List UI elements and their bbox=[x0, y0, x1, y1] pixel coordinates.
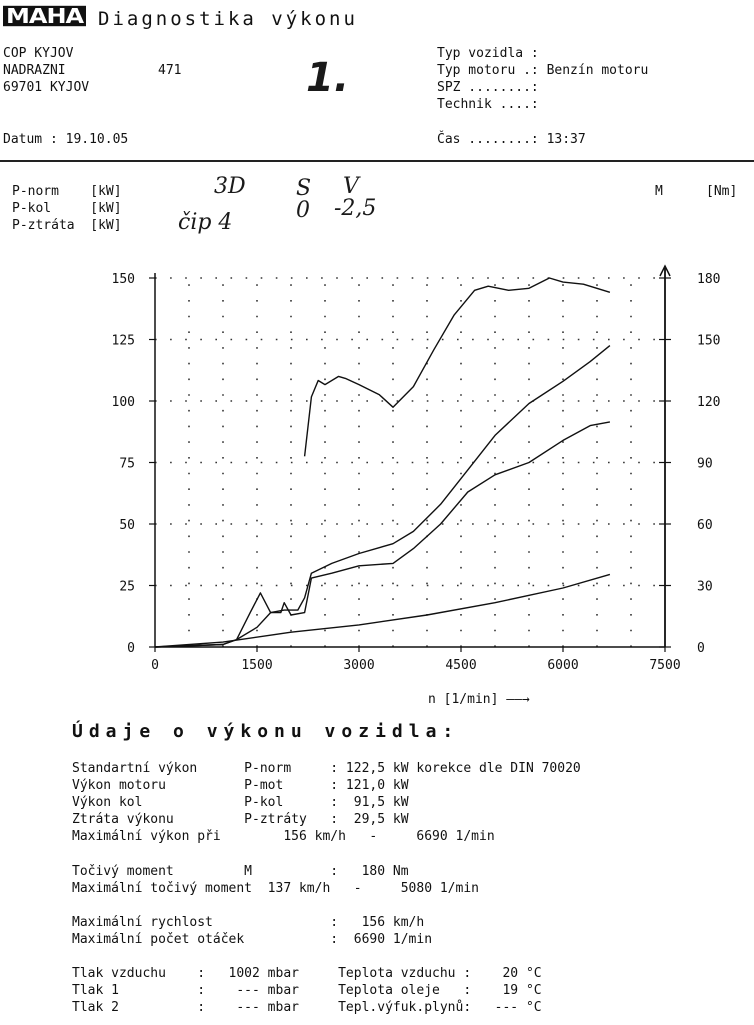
date-field: Datum : 19.10.05 bbox=[3, 132, 129, 147]
y-axis-right-arrow bbox=[659, 264, 671, 277]
handwritten-note-s: S bbox=[296, 176, 312, 201]
legend-torque-symbol: M bbox=[655, 184, 663, 199]
chart-axes bbox=[154, 264, 671, 648]
handwritten-note-v: V bbox=[343, 174, 359, 199]
technician-field: Technik ....: bbox=[437, 97, 539, 112]
y-right-tick-label: 180 bbox=[697, 272, 720, 287]
y-right-tick-label: 30 bbox=[697, 580, 713, 595]
chart-series bbox=[154, 277, 611, 648]
y-left-tick-label: 125 bbox=[112, 334, 135, 349]
perf-row-pressure-1: Tlak 1 : --- mbar Teplota oleje : 19 °C bbox=[72, 983, 542, 998]
perf-row-max-rpm: Maximální počet otáček : 6690 1/min bbox=[72, 932, 433, 947]
handwritten-note-zero: 0 bbox=[296, 198, 310, 223]
y-left-tick-label: 100 bbox=[112, 395, 135, 410]
x-axis-label: n [1/min] ——→ bbox=[428, 692, 530, 707]
address-line-1: COP KYJOV bbox=[3, 46, 74, 61]
engine-type-field: Typ motoru .: Benzín motoru bbox=[437, 63, 649, 78]
legend-p-ztrata: P-ztráta [kW] bbox=[12, 218, 122, 233]
perf-row-max-speed: Maximální rychlost : 156 km/h bbox=[72, 915, 425, 930]
x-tick-label: 6000 bbox=[547, 658, 578, 673]
perf-row-max-torque: Maximální točivý moment 137 km/h - 5080 … bbox=[72, 881, 479, 896]
legend-torque-unit: [Nm] bbox=[706, 184, 738, 199]
address-line-3: 69701 KYJOV bbox=[3, 80, 90, 95]
y-left-tick-label: 0 bbox=[127, 641, 135, 656]
handwritten-note-3d: 3D bbox=[214, 174, 246, 199]
x-tick-label: 7500 bbox=[649, 658, 680, 673]
perf-row-max-power-at: Maximální výkon při 156 km/h - 6690 1/mi… bbox=[72, 829, 495, 844]
x-tick-label: 3000 bbox=[343, 658, 374, 673]
performance-section-title: Údaje o výkonu vozidla: bbox=[72, 721, 460, 742]
x-tick-label: 1500 bbox=[241, 658, 272, 673]
chart-grid bbox=[155, 277, 665, 647]
legend-p-norm: P-norm [kW] bbox=[12, 184, 122, 199]
y-right-tick-label: 60 bbox=[697, 518, 713, 533]
series-line-p-kol bbox=[154, 421, 611, 648]
document-title: Diagnostika výkonu bbox=[98, 8, 358, 30]
perf-row-air-pressure: Tlak vzduchu : 1002 mbar Teplota vzduchu… bbox=[72, 966, 542, 981]
y-right-tick-label: 150 bbox=[697, 334, 720, 349]
address-line-2: NADRAZNI bbox=[3, 63, 66, 78]
maha-logo: MAHA bbox=[3, 6, 87, 27]
series-line-m bbox=[303, 277, 611, 457]
perf-row-power-loss: Ztráta výkonu P-ztráty : 29,5 kW bbox=[72, 812, 409, 827]
handwritten-note-chip: čip 4 bbox=[178, 210, 233, 235]
series-line-p-norm bbox=[154, 345, 611, 648]
perf-row-standard-power: Standartní výkon P-norm : 122,5 kW korek… bbox=[72, 761, 581, 776]
perf-row-engine-power: Výkon motoru P-mot : 121,0 kW bbox=[72, 778, 409, 793]
chart-ticks: 0 1500 3000 4500 6000 75000255075100125150030… bbox=[112, 272, 721, 673]
spz-field: SPZ ........: bbox=[437, 80, 539, 95]
power-torque-chart: 0 1500 3000 4500 6000 75000255075100125150030… bbox=[112, 264, 721, 673]
y-right-tick-label: 120 bbox=[697, 395, 720, 410]
header-divider bbox=[0, 160, 754, 162]
perf-row-wheel-power: Výkon kol P-kol : 91,5 kW bbox=[72, 795, 409, 810]
address-number: 471 bbox=[158, 63, 182, 78]
x-tick-label: 4500 bbox=[445, 658, 476, 673]
legend-p-kol: P-kol [kW] bbox=[12, 201, 122, 216]
y-right-tick-label: 90 bbox=[697, 457, 713, 472]
y-left-tick-label: 25 bbox=[119, 580, 135, 595]
handwritten-page-number: 1. bbox=[306, 55, 350, 101]
vehicle-type-field: Typ vozidla : bbox=[437, 46, 539, 61]
handwritten-note-offset: -2,5 bbox=[334, 196, 377, 221]
y-left-tick-label: 50 bbox=[119, 518, 135, 533]
series-line-p-ztr-ta bbox=[154, 573, 611, 648]
y-right-tick-label: 0 bbox=[697, 641, 705, 656]
x-tick-label: 0 bbox=[151, 658, 159, 673]
time-field: Čas ........: 13:37 bbox=[437, 132, 586, 147]
perf-row-pressure-2: Tlak 2 : --- mbar Tepl.výfuk.plynů: --- … bbox=[72, 1000, 542, 1015]
perf-row-torque: Točivý moment M : 180 Nm bbox=[72, 864, 409, 879]
y-left-tick-label: 75 bbox=[119, 457, 135, 472]
y-left-tick-label: 150 bbox=[112, 272, 135, 287]
